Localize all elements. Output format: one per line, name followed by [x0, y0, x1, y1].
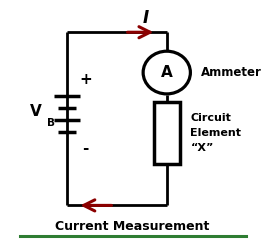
- Text: Element: Element: [190, 128, 241, 138]
- Text: -: -: [82, 141, 89, 156]
- Text: Ammeter: Ammeter: [201, 66, 262, 79]
- Text: Circuit: Circuit: [190, 113, 231, 123]
- Bar: [154, 102, 180, 164]
- Circle shape: [143, 51, 190, 94]
- Text: A: A: [161, 65, 173, 80]
- Text: V: V: [30, 104, 42, 119]
- Text: Current Measurement: Current Measurement: [56, 220, 210, 233]
- Text: I: I: [143, 10, 149, 28]
- Text: B: B: [47, 118, 55, 128]
- Text: +: +: [79, 72, 92, 87]
- Text: “X”: “X”: [190, 143, 214, 153]
